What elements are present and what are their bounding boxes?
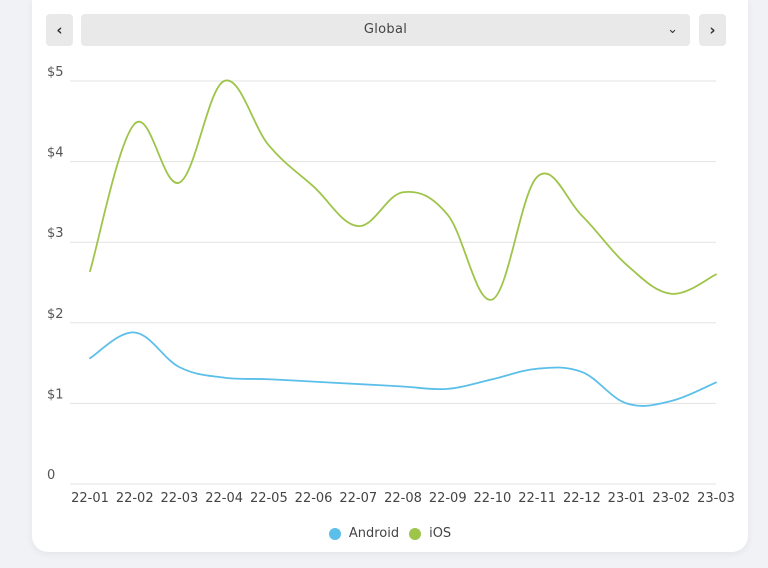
data-point-ios xyxy=(88,269,93,274)
data-point-android xyxy=(401,384,406,389)
series-line-android xyxy=(89,331,717,407)
x-tick-label: 23-03 xyxy=(697,491,735,506)
data-point-ios xyxy=(624,262,629,267)
legend-label-android: Android xyxy=(348,526,400,541)
data-point-ios xyxy=(535,174,540,179)
chart-card: ‹ Global ⌄ › 0 $1 $2 $3 $4 $5 22-01 22-02 22-03 2… xyxy=(32,0,748,552)
data-point-ios xyxy=(490,297,495,302)
data-point-android xyxy=(356,382,361,387)
data-point-android xyxy=(535,366,540,371)
legend-item-android[interactable]: Android xyxy=(328,526,400,541)
series-line-ios xyxy=(89,79,717,301)
data-point-ios xyxy=(177,180,182,185)
legend-item-ios[interactable]: iOS xyxy=(409,526,451,541)
x-tick-label: 22-10 xyxy=(474,491,512,506)
y-tick-label: $1 xyxy=(47,387,64,402)
y-tick-label: $3 xyxy=(47,226,64,241)
x-tick-label: 22-04 xyxy=(205,491,243,506)
data-point-ios xyxy=(132,121,137,126)
chart-legend: Android iOS xyxy=(32,526,748,541)
data-point-android xyxy=(222,375,227,380)
legend-swatch-ios xyxy=(409,527,422,540)
data-point-ios xyxy=(401,190,406,195)
data-point-ios xyxy=(669,291,674,296)
legend-label-ios: iOS xyxy=(429,526,452,541)
x-tick-label: 22-05 xyxy=(250,491,288,506)
x-tick-label: 22-02 xyxy=(116,491,154,506)
chevron-right-icon: › xyxy=(709,21,716,39)
data-point-android xyxy=(624,401,629,406)
x-tick-label: 22-08 xyxy=(384,491,422,506)
data-point-android xyxy=(579,369,584,374)
y-tick-label: 0 xyxy=(47,468,55,483)
chevron-left-icon: ‹ xyxy=(56,21,63,39)
region-select-value: Global xyxy=(363,22,408,37)
data-point-android xyxy=(311,379,316,384)
data-point-ios xyxy=(222,79,227,84)
data-point-android xyxy=(714,380,719,385)
y-tick-label: $2 xyxy=(47,307,64,322)
x-tick-label: 22-07 xyxy=(339,491,377,506)
x-tick-label: 23-01 xyxy=(608,491,646,506)
next-button[interactable]: › xyxy=(699,14,726,46)
data-point-android xyxy=(669,398,674,403)
x-tick-label: 22-11 xyxy=(518,491,556,506)
data-point-android xyxy=(132,330,137,335)
data-point-ios xyxy=(445,212,450,217)
data-point-ios xyxy=(311,184,316,189)
y-tick-label: $5 xyxy=(47,65,64,80)
y-tick-label: $4 xyxy=(47,146,64,161)
line-chart: 0 $1 $2 $3 $4 $5 22-01 22-02 22-03 22-04 22-05 22-0… xyxy=(47,65,735,506)
chevron-down-icon: ⌄ xyxy=(667,22,678,37)
data-point-ios xyxy=(356,224,361,229)
data-point-android xyxy=(88,356,93,361)
data-point-ios xyxy=(714,272,719,277)
x-tick-label: 23-02 xyxy=(652,491,690,506)
x-tick-label: 22-03 xyxy=(161,491,199,506)
x-tick-label: 22-12 xyxy=(563,491,601,506)
x-tick-label: 22-06 xyxy=(295,491,333,506)
data-point-android xyxy=(177,365,182,370)
region-select[interactable]: Global ⌄ xyxy=(81,14,690,46)
data-point-ios xyxy=(579,213,584,218)
legend-swatch-android xyxy=(328,527,341,540)
data-point-android xyxy=(490,377,495,382)
data-point-android xyxy=(445,386,450,391)
previous-button[interactable]: ‹ xyxy=(46,14,73,46)
x-tick-label: 22-09 xyxy=(429,491,467,506)
data-point-android xyxy=(266,377,271,382)
data-point-ios xyxy=(266,143,271,148)
x-tick-label: 22-01 xyxy=(71,491,109,506)
